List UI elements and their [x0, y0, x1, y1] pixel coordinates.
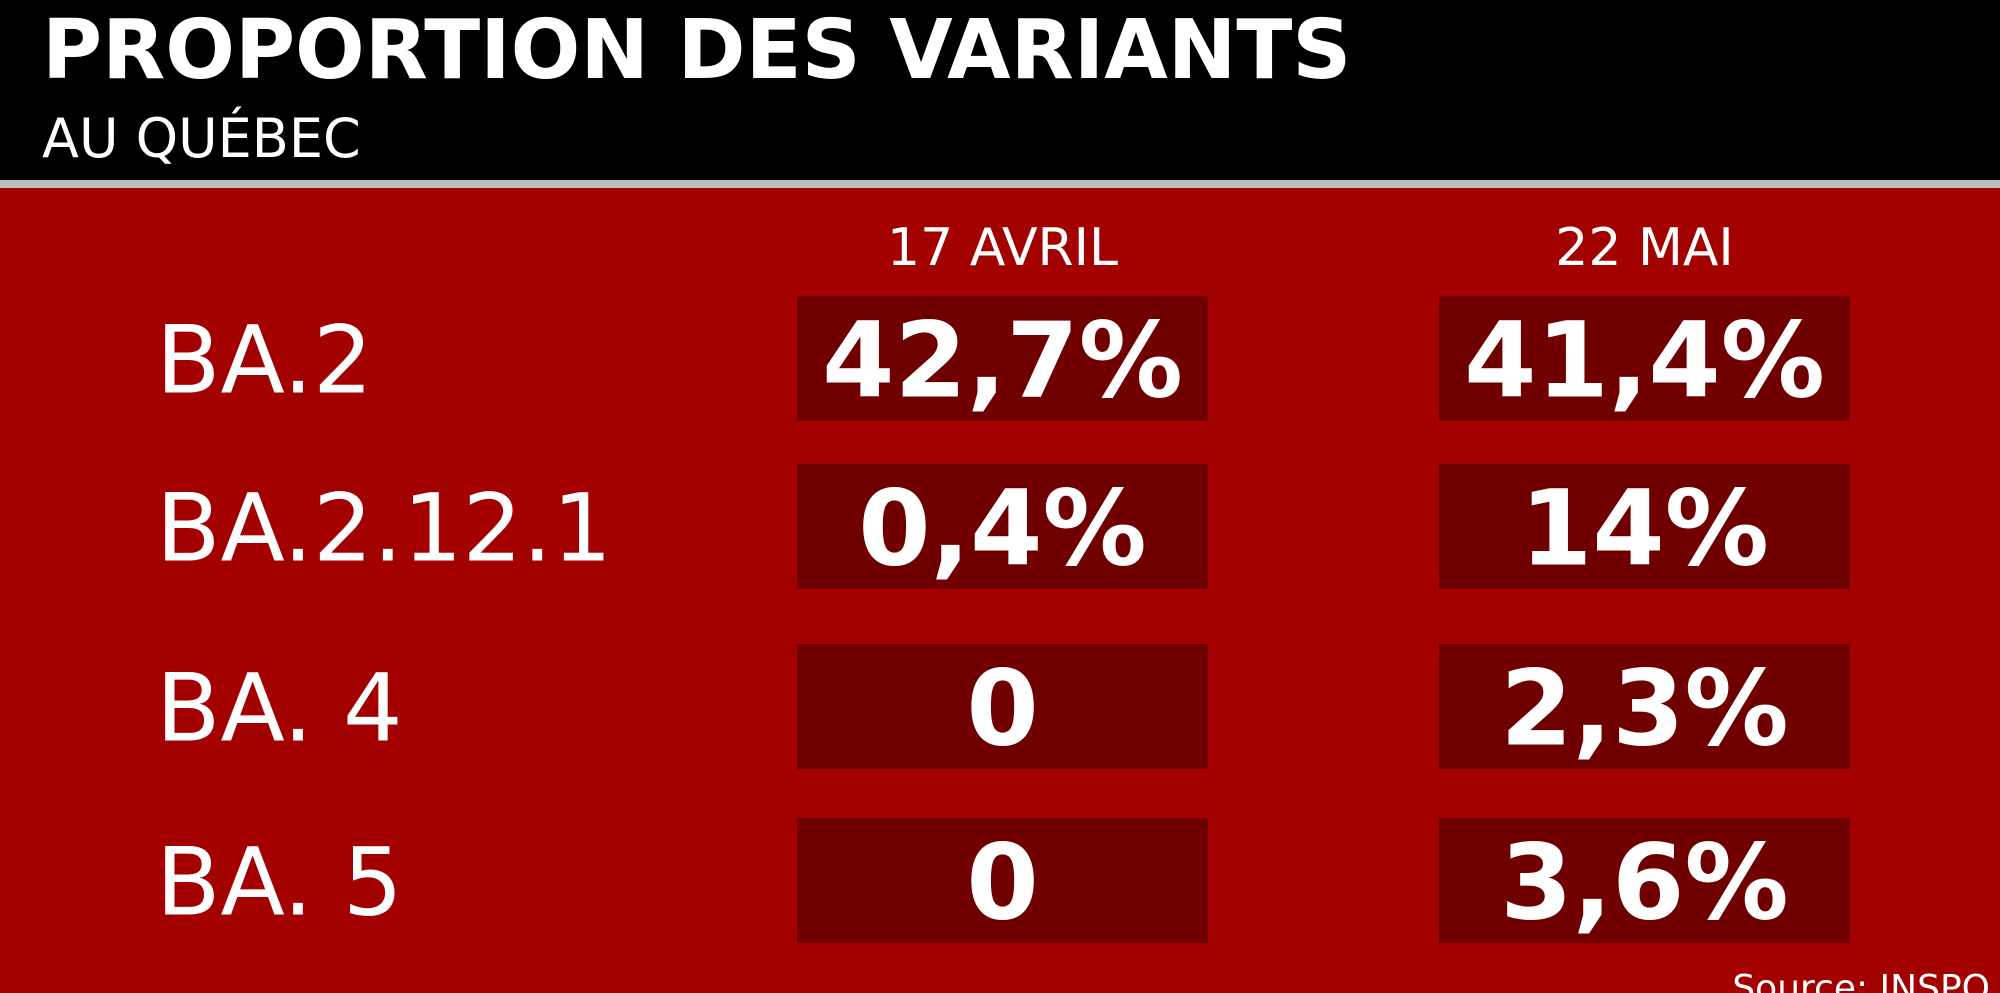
header-bar — [0, 0, 2000, 180]
value: 42,7% — [822, 300, 1183, 422]
header-divider — [0, 180, 2000, 188]
column-header: 22 MAI — [1555, 218, 1733, 278]
value: 3,6% — [1500, 822, 1788, 944]
value-cell — [797, 818, 1208, 943]
subtitle: AU QUÉBEC — [42, 107, 361, 170]
source: Source: INSPQ — [1732, 968, 1990, 993]
row-label: BA.2.12.1 — [156, 475, 612, 584]
value-cell — [797, 644, 1208, 769]
title: PROPORTION DES VARIANTS — [42, 3, 1351, 98]
value-cell — [1439, 296, 1850, 421]
value: 0 — [966, 822, 1038, 944]
value: 14% — [1520, 468, 1769, 590]
value-cell — [1439, 818, 1850, 943]
value-cell — [1439, 644, 1850, 769]
column-header: 17 AVRIL — [887, 218, 1118, 278]
row-label: BA. 5 — [156, 829, 403, 938]
value-cell — [797, 464, 1208, 589]
value: 0 — [966, 648, 1038, 770]
value: 0,4% — [858, 468, 1146, 590]
value: 41,4% — [1464, 300, 1825, 422]
row-label: BA.2 — [156, 307, 373, 416]
row-label: BA. 4 — [156, 655, 403, 764]
value-cell — [797, 296, 1208, 421]
value: 2,3% — [1500, 648, 1788, 770]
value-cell — [1439, 464, 1850, 589]
